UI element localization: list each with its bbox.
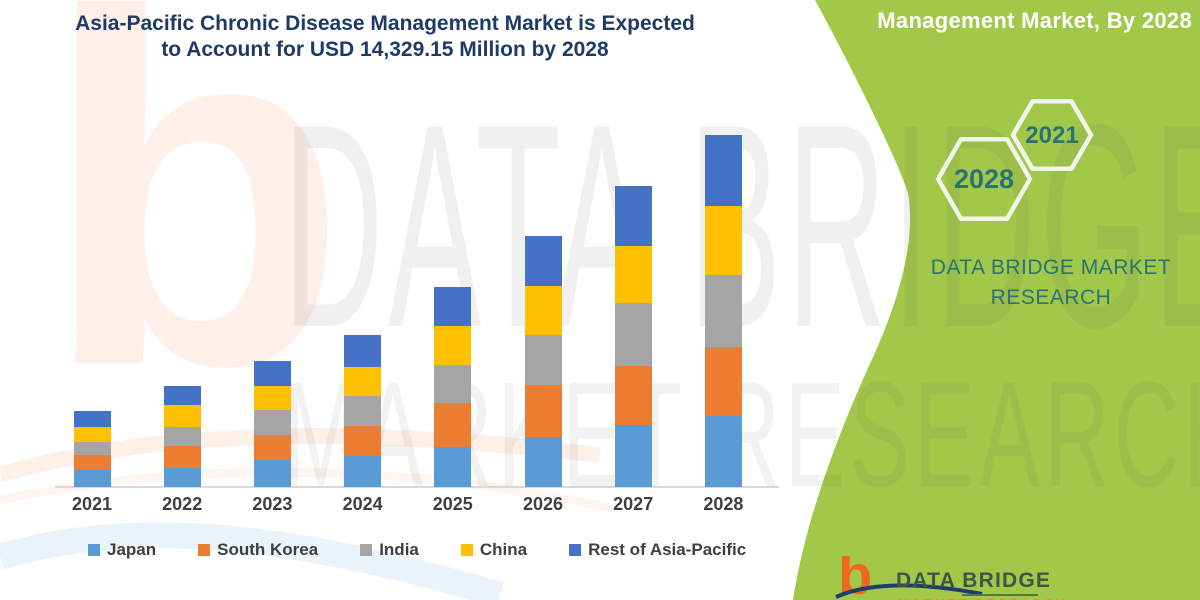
panel-heading: Management Market, By 2028 <box>877 8 1192 33</box>
brand-name-block: DATA BRIDGE MARKET RESEARCH <box>905 253 1197 313</box>
brand-name-line1: DATA BRIDGE MARKET <box>930 256 1172 279</box>
brand-name-line2: RESEARCH <box>990 285 1112 309</box>
logo-subtitle-text: MARKET RESEARCH <box>898 596 1068 600</box>
hexagon-2028-label: 2028 <box>954 164 1014 194</box>
logo-swoosh-icon <box>835 583 983 599</box>
chart-title-line2: to Account for USD 14,329.15 Million by … <box>161 38 609 61</box>
hexagon-2021-outline <box>1010 98 1094 172</box>
data-bridge-logo: b DATA BRIDGE MARKET RESEARCH <box>832 556 1200 600</box>
chart-title-line1: Asia-Pacific Chronic Disease Management … <box>75 12 695 35</box>
chart-title: Asia-Pacific Chronic Disease Management … <box>20 11 750 63</box>
green-panel-shape <box>793 0 1200 600</box>
logo-underline <box>962 594 1038 596</box>
year-hexagons: 2028 2021 <box>935 98 1094 222</box>
hexagon-2021-label: 2021 <box>1025 122 1078 149</box>
hexagon-2028-outline <box>935 136 1033 222</box>
logo-name-text: DATA BRIDGE <box>896 569 1052 592</box>
